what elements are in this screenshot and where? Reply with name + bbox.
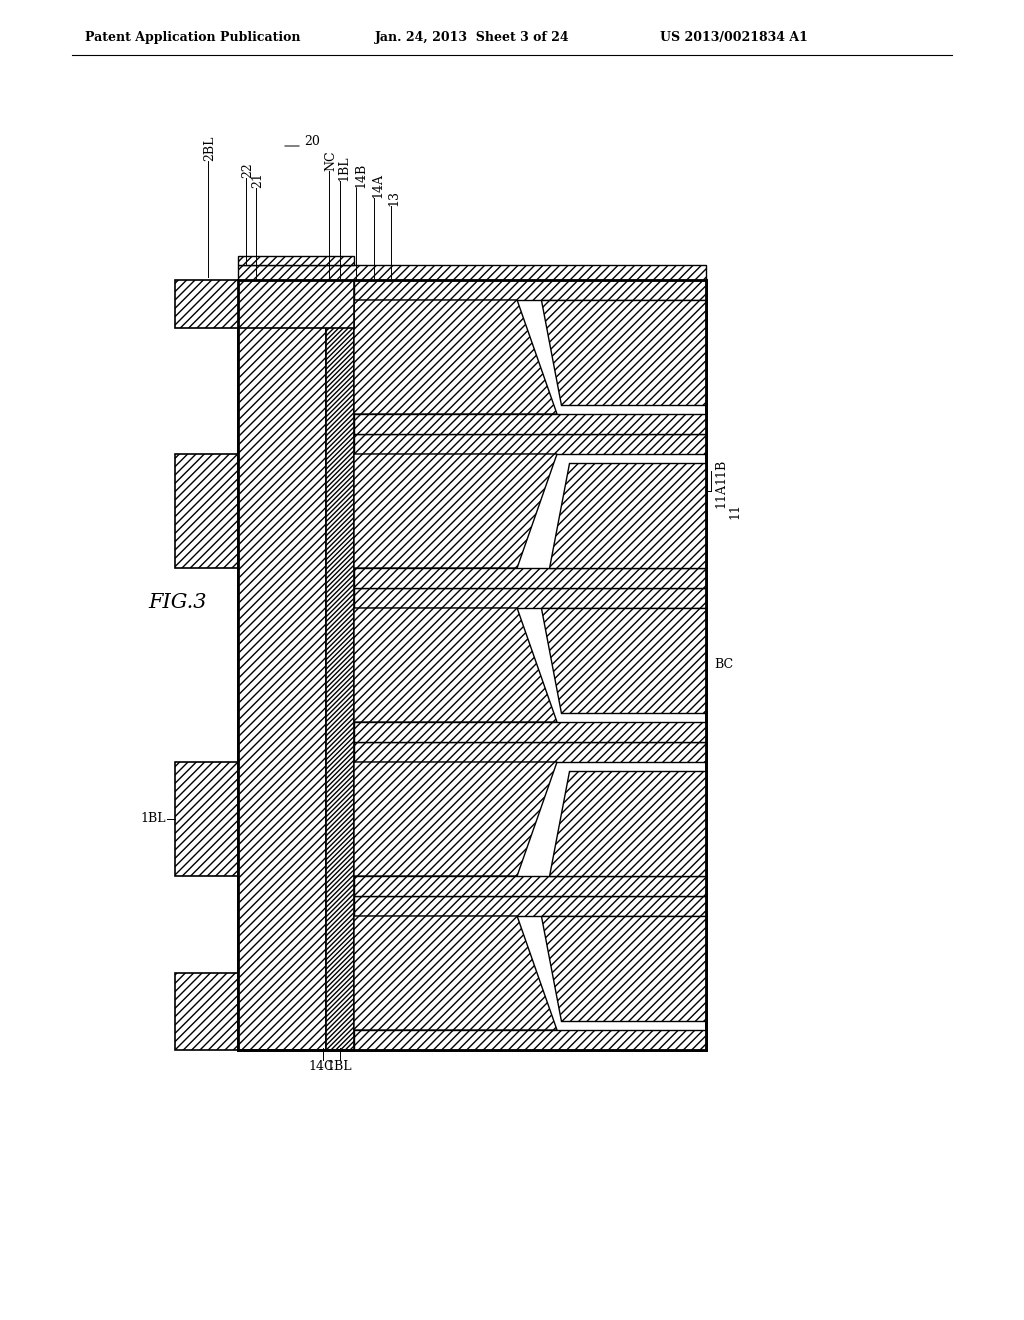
Polygon shape: [354, 300, 557, 414]
Polygon shape: [354, 762, 557, 876]
Bar: [354, 414, 706, 434]
Bar: [354, 742, 706, 762]
Polygon shape: [549, 463, 706, 568]
Bar: [326, 280, 354, 1049]
Polygon shape: [541, 300, 706, 405]
Text: 1BL: 1BL: [327, 1060, 352, 1073]
Polygon shape: [549, 771, 706, 876]
Text: 22: 22: [242, 162, 255, 178]
Bar: [175, 973, 238, 1049]
Text: 11A: 11A: [714, 483, 727, 508]
Bar: [238, 265, 706, 280]
Text: 14C: 14C: [308, 1060, 334, 1073]
Text: 11: 11: [728, 503, 741, 519]
Polygon shape: [354, 916, 557, 1030]
Text: 14B: 14B: [354, 162, 368, 187]
Bar: [354, 722, 706, 742]
Polygon shape: [541, 609, 706, 713]
Text: 11B: 11B: [714, 458, 727, 483]
Text: 1BL: 1BL: [140, 813, 166, 825]
Text: 1BL: 1BL: [338, 156, 350, 181]
Bar: [238, 280, 706, 1049]
Bar: [354, 587, 706, 609]
Text: NC: NC: [325, 150, 338, 172]
Text: Jan. 24, 2013  Sheet 3 of 24: Jan. 24, 2013 Sheet 3 of 24: [375, 30, 569, 44]
Text: 21: 21: [252, 172, 264, 187]
Text: 14A: 14A: [372, 173, 384, 198]
Text: Patent Application Publication: Patent Application Publication: [85, 30, 300, 44]
Bar: [354, 568, 706, 587]
Bar: [238, 280, 326, 1049]
Bar: [354, 280, 706, 300]
Bar: [354, 434, 706, 454]
Text: 2BL: 2BL: [204, 136, 216, 161]
Polygon shape: [354, 609, 557, 722]
Text: 13: 13: [387, 190, 400, 206]
Bar: [175, 280, 354, 327]
Text: US 2013/0021834 A1: US 2013/0021834 A1: [660, 30, 808, 44]
Bar: [354, 1030, 706, 1049]
Bar: [175, 454, 238, 568]
Polygon shape: [541, 916, 706, 1020]
Text: FIG.3: FIG.3: [148, 593, 207, 611]
Bar: [354, 876, 706, 896]
Bar: [175, 762, 238, 876]
Polygon shape: [354, 454, 557, 568]
Bar: [354, 896, 706, 916]
Bar: [238, 256, 354, 265]
Bar: [238, 280, 706, 1049]
Text: 20: 20: [304, 135, 319, 148]
Text: BC: BC: [714, 659, 733, 672]
